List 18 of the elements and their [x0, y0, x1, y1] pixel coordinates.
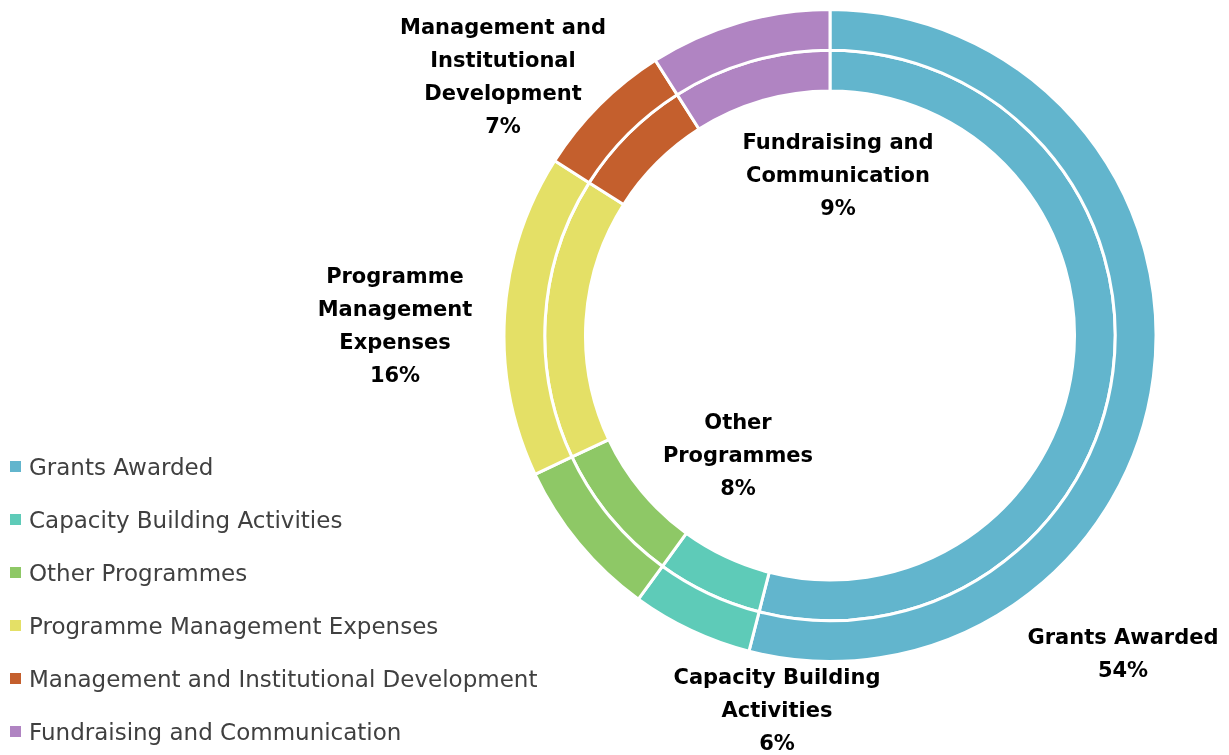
legend-label: Grants Awarded	[29, 453, 214, 480]
legend-label: Capacity Building Activities	[29, 506, 343, 533]
legend-label: Other Programmes	[29, 559, 248, 586]
legend-label: Fundraising and Communication	[29, 718, 402, 745]
slice-label: Management and Institutional Development	[399, 14, 607, 105]
legend-label: Programme Management Expenses	[29, 612, 439, 639]
text: 54%	[1097, 657, 1149, 682]
slice-label: Fundraising and Communication	[742, 130, 934, 188]
text: 6%	[759, 731, 795, 755]
text: 9%	[820, 196, 856, 221]
legend-label: Management and Institutional Development	[29, 665, 538, 692]
category-label: Capacity Building Activities	[673, 665, 881, 723]
text: 16%	[369, 362, 421, 387]
text: 8%	[720, 476, 756, 501]
text: 7%	[485, 113, 521, 138]
slice-label: Grants Awarded	[1027, 624, 1219, 649]
slice-label: Programme Management Expenses	[317, 263, 473, 354]
slice-label: Other Programmes	[662, 410, 814, 468]
